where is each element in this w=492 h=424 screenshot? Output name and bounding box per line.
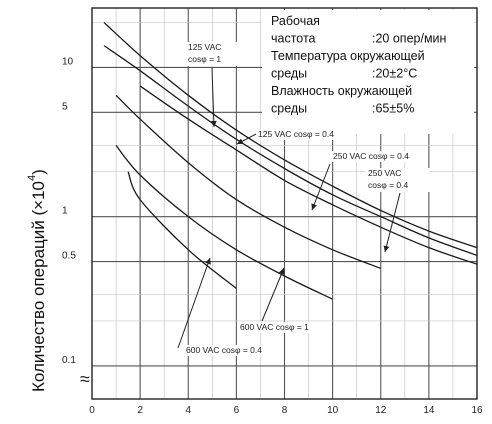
y-axis-label: Количество операций (×104) bbox=[26, 169, 48, 392]
axis-ticks: 0 2 4 6 8 10 12 14 16 0.1 0.5 1 5 10 bbox=[62, 56, 483, 416]
leader-arrowhead bbox=[205, 258, 211, 265]
curve-label-600-vac-cos1: 600 VAC cosφ = 1 bbox=[240, 322, 309, 332]
condition-value: :65±5% bbox=[372, 102, 414, 116]
curve-label-background bbox=[238, 322, 328, 333]
x-tick-label: 0 bbox=[89, 405, 95, 416]
test-conditions: Рабочая частота :20 опер/мин Температура ок… bbox=[262, 10, 474, 134]
x-tick-label: 16 bbox=[471, 405, 483, 416]
curves bbox=[103, 22, 478, 300]
x-tick-label: 2 bbox=[137, 405, 143, 416]
condition-line: Температура окружающей bbox=[271, 49, 425, 63]
condition-line: частота bbox=[271, 32, 316, 46]
svg-text:Количество операций (×104): Количество операций (×104) bbox=[26, 169, 48, 392]
curve-label-125-vac-cos1: 125 VAC bbox=[188, 42, 221, 52]
y-axis-label-text: Количество операций (×10 bbox=[29, 181, 48, 392]
y-tick-label: 5 bbox=[62, 101, 68, 112]
curve-labels: 125 VAC cosφ = 1 125 VAC cosφ = 0.4 250 VAC… bbox=[177, 42, 430, 356]
x-tick-label: 12 bbox=[375, 405, 387, 416]
plot-border bbox=[91, 7, 478, 400]
curve-label-background bbox=[331, 151, 427, 162]
leader-arrowhead bbox=[383, 245, 390, 252]
curve-label-250-vac-cos04-b: cosφ = 0.4 bbox=[368, 180, 409, 190]
leader-arrowhead bbox=[278, 268, 285, 275]
condition-line: Влажность окружающей bbox=[271, 84, 412, 98]
condition-value: :20 опер/мин bbox=[372, 32, 447, 46]
leader-arrowhead bbox=[311, 203, 317, 210]
y-tick-label: 1 bbox=[62, 206, 68, 217]
y-axis-label-close: ) bbox=[29, 169, 48, 175]
curve-label-600-vac-cos04: 600 VAC cosφ = 0.4 bbox=[186, 345, 262, 355]
conditions-background bbox=[262, 10, 474, 134]
leader-line bbox=[311, 163, 331, 211]
leader-arrowhead bbox=[237, 138, 244, 144]
curve-125-vac-cos1 bbox=[103, 22, 478, 249]
leader-line bbox=[211, 67, 215, 128]
plot-frame bbox=[91, 7, 478, 400]
curve-label-background bbox=[186, 42, 238, 66]
axis-break-symbol: ≈ bbox=[80, 369, 90, 389]
curve-label-125-vac-cos1: cosφ = 1 bbox=[188, 54, 221, 64]
x-tick-label: 4 bbox=[185, 405, 191, 416]
curve-600-vac-cos04 bbox=[127, 171, 237, 290]
leader-line bbox=[384, 192, 401, 253]
y-tick-label: 0.1 bbox=[62, 355, 76, 366]
leader-arrowhead bbox=[210, 120, 217, 127]
x-tick-label: 10 bbox=[327, 405, 339, 416]
curve-250-vac-cos04-b bbox=[115, 94, 382, 270]
condition-line: среды bbox=[271, 67, 307, 81]
curve-label-250-vac-cos04-b: 250 VAC bbox=[368, 168, 401, 178]
x-tick-label: 14 bbox=[423, 405, 435, 416]
curve-label-background bbox=[366, 168, 430, 192]
x-tick-label: 8 bbox=[282, 405, 288, 416]
curve-label-background bbox=[256, 129, 348, 140]
curve-label-125-vac-cos04: 125 VAC cosφ = 0.4 bbox=[258, 129, 334, 139]
curve-250-vac-cos04-a bbox=[139, 85, 478, 265]
leader-line bbox=[177, 257, 211, 349]
curve-125-vac-cos04 bbox=[103, 45, 478, 257]
y-tick-label: 0.5 bbox=[62, 251, 76, 262]
condition-value: :20±2°C bbox=[372, 67, 417, 81]
curve-label-250-vac-cos04-a: 250 VAC cosφ = 0.4 bbox=[333, 151, 409, 161]
condition-line: среды bbox=[271, 102, 307, 116]
curve-600-vac-cos1 bbox=[115, 144, 333, 300]
curve-label-background bbox=[184, 345, 276, 356]
y-axis-label-exponent: 4 bbox=[26, 175, 38, 181]
x-tick-label: 6 bbox=[234, 405, 240, 416]
condition-line: Рабочая bbox=[271, 14, 320, 28]
leader-line bbox=[261, 267, 285, 322]
y-tick-label: 10 bbox=[62, 56, 74, 67]
